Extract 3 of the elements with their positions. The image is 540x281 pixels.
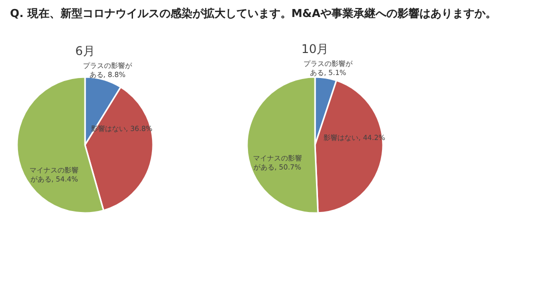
text: Q. 現在、新型コロナウイルスの感染が拡大しています。M&Aや事業承継への影響はありますか。 <box>10 7 496 20</box>
chart-title: 10月 <box>301 42 329 56</box>
chart-title: 6月 <box>75 44 95 58</box>
